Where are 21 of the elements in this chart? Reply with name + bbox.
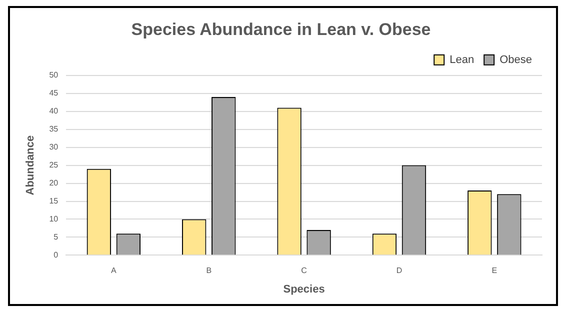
y-tick-label: 30 [49,142,59,152]
y-tick-label: 45 [49,88,59,98]
y-tick-label: 35 [49,124,59,134]
y-tick-label: 15 [49,196,59,206]
x-tick-label: B [206,266,212,276]
x-tick-label: E [492,266,498,276]
y-tick-label: 50 [49,70,59,80]
y-tick-label: 5 [54,232,59,242]
y-tick-label: 25 [49,160,59,170]
y-tick-label: 10 [49,214,59,224]
y-tick-label: 0 [54,250,59,260]
y-axis-title: Abundance [24,135,37,196]
legend-label: Obese [500,54,532,66]
y-tick-label: 20 [49,178,59,188]
x-tick-label: A [111,266,118,276]
y-tick-label: 40 [49,106,59,116]
x-tick-label: D [396,266,402,276]
x-tick-label: C [301,266,308,276]
legend-label: Lean [450,54,474,66]
x-axis-title: Species [283,283,325,296]
chart-title: Species Abundance in Lean v. Obese [131,20,431,39]
